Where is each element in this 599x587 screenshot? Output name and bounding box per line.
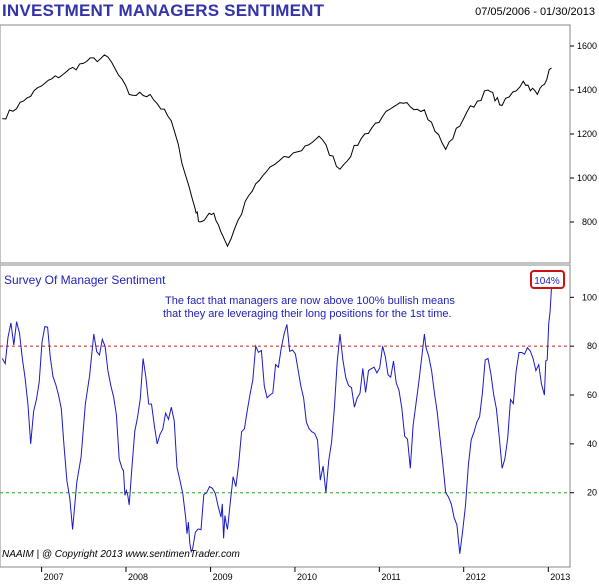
price-tick-label: 1400	[577, 85, 597, 95]
sentiment-panel-title: Survey Of Manager Sentiment	[4, 273, 166, 287]
date-range: 07/05/2006 - 01/30/2013	[475, 6, 595, 18]
price-panel	[0, 24, 571, 264]
sentiment-line	[1, 287, 552, 554]
annotation-line-1: The fact that managers are now above 100…	[165, 295, 455, 307]
sentiment-tick-label: 100	[582, 292, 597, 302]
price-tick-label: 1600	[577, 41, 597, 51]
sentiment-tick-label: 60	[587, 390, 597, 400]
callout-label: 104%	[534, 276, 560, 287]
x-tick-label: 2012	[466, 572, 486, 582]
copyright-credit: NAAIM | @ Copyright 2013 www.sentimenTra…	[2, 549, 240, 560]
x-tick-label: 2013	[550, 572, 570, 582]
annotation-line-2: that they are leveraging their long posi…	[163, 308, 452, 320]
x-tick-label: 2010	[297, 572, 317, 582]
sentiment-tick-label: 40	[587, 439, 597, 449]
price-tick-label: 1000	[577, 173, 597, 183]
sentiment-tick-label: 80	[587, 341, 597, 351]
x-tick-label: 2007	[44, 572, 64, 582]
price-tick-label: 800	[582, 217, 597, 227]
x-tick-label: 2008	[128, 572, 148, 582]
price-tick-label: 1200	[577, 129, 597, 139]
x-axis: 2007 2008 2009 2010 2011 2012 2013	[41, 567, 570, 582]
x-tick-label: 2011	[381, 572, 400, 582]
price-axis: 800 1000 1200 1400 1600	[570, 41, 597, 227]
price-line	[2, 54, 552, 248]
chart-title: INVESTMENT MANAGERS SENTIMENT	[2, 1, 325, 20]
sentiment-tick-label: 20	[587, 488, 597, 498]
sentiment-panel	[0, 264, 571, 568]
callout-box: 104%	[530, 270, 565, 289]
sentiment-axis: 20 40 60 80 100	[570, 292, 597, 498]
x-tick-label: 2009	[213, 572, 233, 582]
reference-lines	[0, 345, 570, 494]
